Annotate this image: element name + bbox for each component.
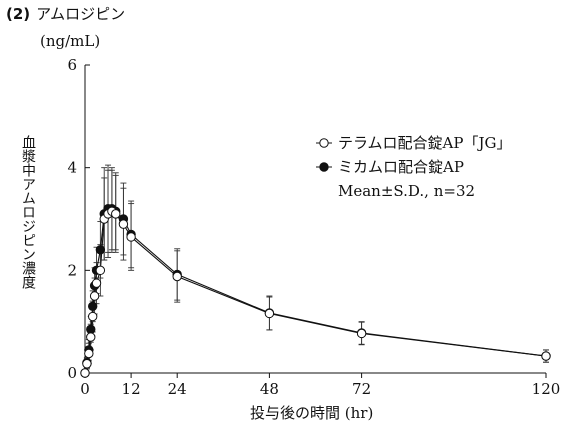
y-tick-label: 6 (67, 56, 77, 74)
data-point-2 (86, 324, 96, 335)
section-heading: (2) アムロジピン (6, 3, 125, 24)
section-number: (2) (6, 5, 31, 23)
data-point-1 (264, 308, 275, 319)
section-title: アムロジピン (36, 5, 126, 23)
x-axis-title: 投与後の時間 (hr) (250, 404, 374, 422)
y-axis-unit: (ng/mL) (40, 32, 101, 50)
data-point-2 (87, 301, 98, 311)
data-point-1 (118, 219, 129, 229)
data-point-1 (82, 359, 92, 369)
y-tick-label: 2 (67, 261, 77, 279)
x-tick-label: 72 (352, 380, 371, 398)
legend-label: テラムロ配合錠AP「JG」 (338, 134, 511, 152)
legend-note: Mean±S.D., n=32 (338, 182, 475, 200)
data-point-2 (95, 245, 106, 255)
legend-marker (319, 138, 329, 148)
data-point-1 (356, 328, 367, 339)
data-point-1 (172, 271, 182, 282)
data-point-1 (80, 368, 90, 378)
y-tick-label: 0 (67, 364, 77, 382)
data-point-1 (95, 265, 106, 276)
series-line-2 (84, 208, 547, 374)
data-point-1 (91, 278, 102, 288)
data-point-1 (541, 351, 551, 361)
data-point-1 (111, 209, 121, 219)
data-point-1 (84, 348, 94, 359)
legend-label: ミカムロ配合錠AP (338, 158, 464, 176)
series-line-1 (84, 210, 547, 374)
x-tick-label: 120 (532, 380, 561, 398)
data-point-1 (86, 332, 96, 342)
x-tick-label: 24 (168, 380, 187, 398)
data-point-1 (87, 311, 98, 322)
x-tick-label: 0 (80, 380, 90, 398)
x-tick-label: 12 (122, 380, 141, 398)
y-axis-title: 血漿中アムロジピン濃度 (20, 135, 36, 289)
data-point-1 (126, 232, 136, 242)
x-tick-label: 48 (260, 380, 279, 398)
y-tick-label: 4 (67, 159, 77, 177)
legend-marker (319, 162, 329, 172)
data-point-1 (89, 291, 100, 301)
